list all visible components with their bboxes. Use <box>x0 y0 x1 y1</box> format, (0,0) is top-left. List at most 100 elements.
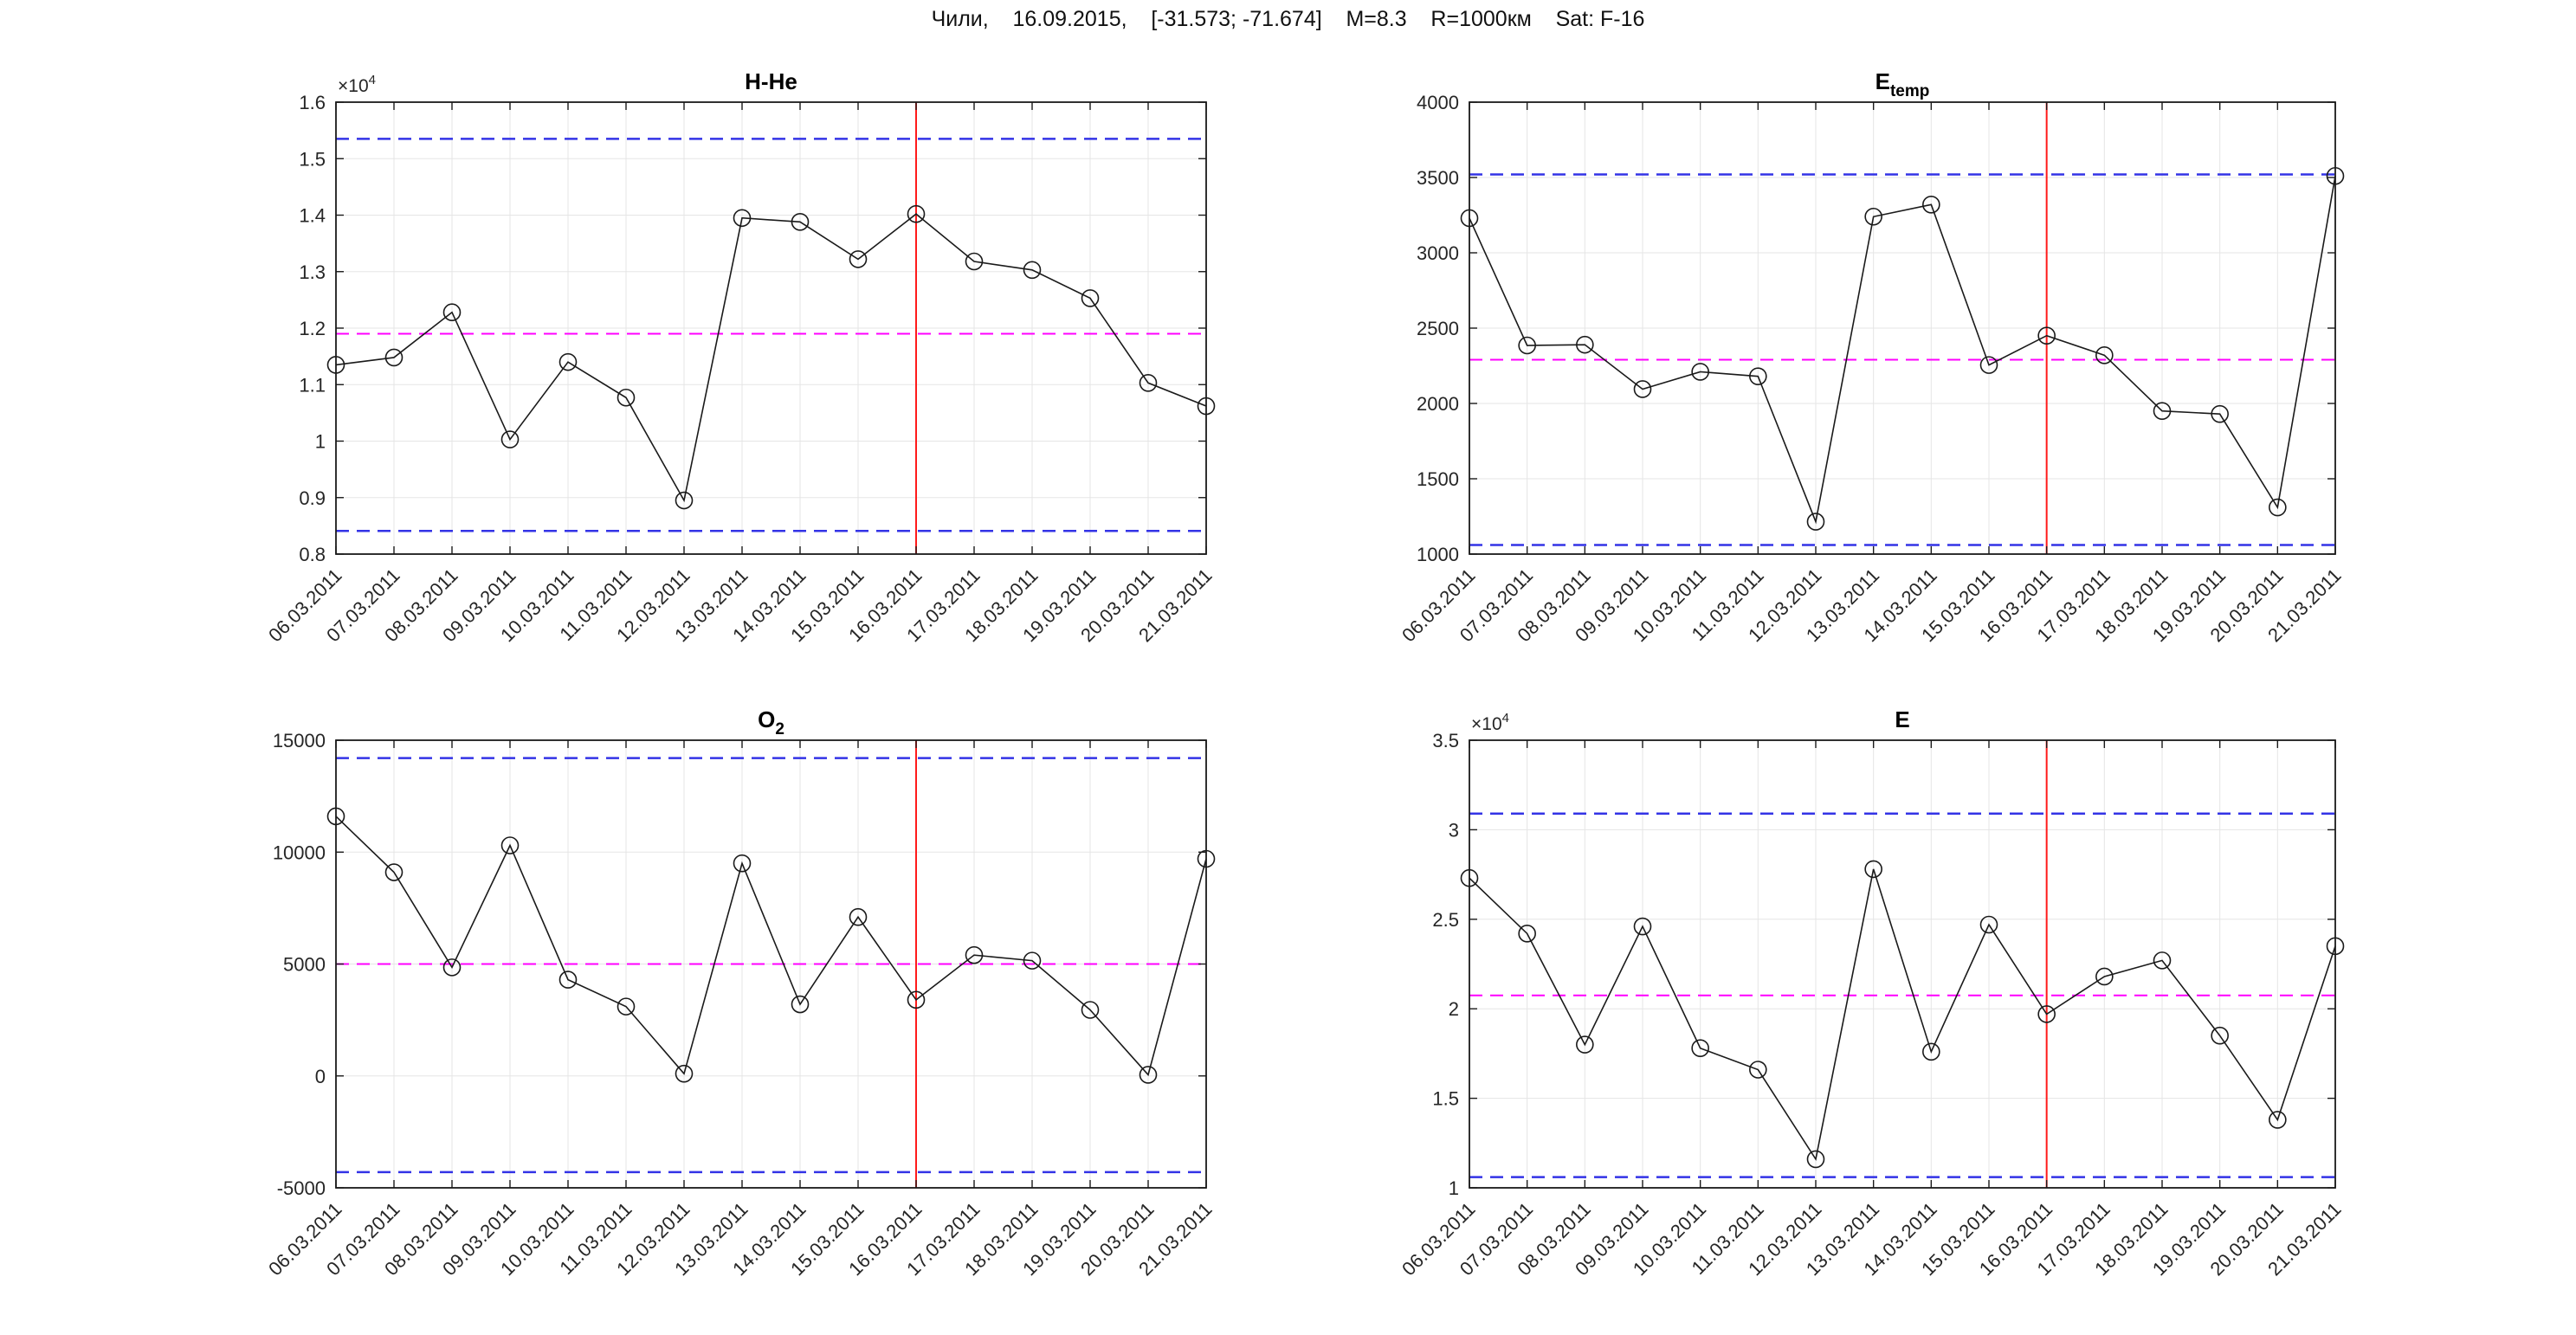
data-point-marker <box>2037 326 2056 345</box>
figure-title: Чили, 16.09.2015, [-31.573; -71.674] M=8… <box>931 7 1645 31</box>
svg-text:1.6: 1.6 <box>299 92 326 113</box>
svg-text:1.2: 1.2 <box>299 318 326 339</box>
data-point-marker <box>617 997 636 1016</box>
data-point-marker <box>1922 1042 1940 1061</box>
data-point-marker <box>907 204 926 223</box>
e-chart-svg: 1 1.5 2 2.5 3 3.5 ×104 06.03.201107.03.201108.0… <box>1398 706 2345 1280</box>
y-tick-labels: -5000 0 5000 10000 15000 <box>273 730 326 1199</box>
data-point-marker <box>791 995 810 1014</box>
data-point-marker <box>2095 346 2114 364</box>
data-point-marker <box>1081 1001 1100 1019</box>
svg-text:1000: 1000 <box>1417 544 1459 565</box>
data-point-marker <box>1633 917 1652 936</box>
data-point-marker <box>558 352 578 371</box>
data-point-marker <box>384 348 404 367</box>
data-point-marker <box>442 958 462 977</box>
data-point-marker <box>1922 196 1940 214</box>
x-tick-labels: 06.03.201107.03.201108.03.201109.03.2011… <box>264 564 1216 646</box>
svg-text:2000: 2000 <box>1417 393 1459 415</box>
data-point-marker <box>2037 1005 2056 1023</box>
svg-text:1.1: 1.1 <box>299 374 326 396</box>
svg-text:10000: 10000 <box>273 842 326 863</box>
svg-text:15000: 15000 <box>273 730 326 751</box>
subplot-e-temp: 1000 1500 2000 2500 3000 3500 4000 06.03.2011 07… <box>1374 59 2508 684</box>
chart-title: O2 <box>758 706 784 738</box>
subplot-h-he: 0.8 0.9 1 1.1 1.2 1.3 1.4 1.5 1.6 ×104 06.03.2011 0… <box>241 59 1379 684</box>
axes-box <box>1469 739 2336 1189</box>
data-series <box>326 807 1216 1084</box>
subplot-o2: -5000 0 5000 10000 15000 06.03.2011 07.03.2011… <box>241 697 1379 1318</box>
data-point-marker <box>733 854 752 873</box>
data-point-marker <box>2095 967 2114 986</box>
data-point-marker <box>1518 925 1536 943</box>
data-point-marker <box>617 388 636 407</box>
data-point-marker <box>849 250 868 268</box>
y-axis-exponent: ×104 <box>1471 711 1509 734</box>
data-point-marker <box>1518 336 1536 355</box>
svg-text:3: 3 <box>1449 819 1459 841</box>
svg-text:1.3: 1.3 <box>299 261 326 283</box>
grid-lines <box>1469 740 2335 1188</box>
x-tick-labels: 06.03.201107.03.201108.03.201109.03.2011… <box>1398 1198 2345 1280</box>
data-point-marker <box>2269 498 2287 517</box>
data-point-marker <box>500 430 520 448</box>
svg-text:1: 1 <box>1449 1177 1459 1199</box>
data-point-marker <box>384 863 404 881</box>
y-tick-labels: 0.8 0.9 1 1.1 1.2 1.3 1.4 1.5 1.6 <box>299 92 326 565</box>
data-point-marker <box>1979 356 1998 374</box>
data-point-marker <box>1023 951 1042 970</box>
e-temp-chart-svg: 1000 1500 2000 2500 3000 3500 4000 06.03.201107… <box>1398 68 2345 646</box>
y-axis-exponent: ×104 <box>338 73 376 96</box>
o2-chart-svg: -5000 0 5000 10000 15000 06.03.201107.03.2011… <box>264 706 1216 1280</box>
data-point-marker <box>1691 363 1709 381</box>
data-point-marker <box>2211 404 2229 423</box>
svg-text:1: 1 <box>315 431 326 453</box>
data-point-marker <box>2153 951 2172 970</box>
data-point-marker <box>1749 1061 1767 1079</box>
grid-lines <box>1469 102 2335 554</box>
y-tick-labels: 1000 1500 2000 2500 3000 3500 4000 <box>1417 92 1459 565</box>
chart-title: Etemp <box>1876 68 1930 100</box>
x-tick-labels: 06.03.201107.03.201108.03.201109.03.2011… <box>1398 564 2345 646</box>
svg-text:1.5: 1.5 <box>299 148 326 170</box>
grid-lines <box>336 102 1206 554</box>
data-point-marker <box>1806 513 1825 531</box>
data-point-marker <box>1023 261 1042 280</box>
svg-text:0.9: 0.9 <box>299 487 326 509</box>
svg-text:4000: 4000 <box>1417 92 1459 113</box>
data-point-marker <box>1691 1039 1709 1057</box>
data-point-marker <box>965 252 984 271</box>
data-point-marker <box>500 836 520 855</box>
tick-marks <box>1469 101 2336 555</box>
data-point-marker <box>791 213 810 231</box>
data-point-marker <box>733 209 752 228</box>
svg-text:2500: 2500 <box>1417 318 1459 339</box>
data-point-marker <box>907 990 926 1009</box>
data-point-marker <box>558 971 578 989</box>
data-point-marker <box>1576 1035 1594 1054</box>
svg-text:0.8: 0.8 <box>299 544 326 565</box>
data-point-marker <box>849 907 868 926</box>
svg-text:1.5: 1.5 <box>1432 1088 1459 1110</box>
chart-title: H-He <box>745 68 797 94</box>
chart-title: E <box>1895 706 1909 732</box>
data-point-marker <box>1864 207 1882 226</box>
svg-text:3000: 3000 <box>1417 242 1459 264</box>
h-he-chart-svg: 0.8 0.9 1 1.1 1.2 1.3 1.4 1.5 1.6 ×104 06.03.20110… <box>264 68 1216 646</box>
data-point-marker <box>1139 1066 1158 1084</box>
tick-marks <box>335 101 1207 555</box>
svg-text:3500: 3500 <box>1417 167 1459 189</box>
data-point-marker <box>1806 1150 1825 1169</box>
svg-text:3.5: 3.5 <box>1432 730 1459 751</box>
data-point-marker <box>1633 380 1652 398</box>
data-series <box>1460 860 2345 1169</box>
data-point-marker <box>965 945 984 964</box>
svg-text:2.5: 2.5 <box>1432 909 1459 931</box>
data-point-marker <box>1139 373 1158 392</box>
data-point-marker <box>675 491 694 510</box>
data-point-marker <box>1081 289 1100 307</box>
data-series <box>326 204 1216 510</box>
data-point-marker <box>675 1064 694 1083</box>
subplot-e: 1 1.5 2 2.5 3 3.5 ×104 06.03.2011 07.03.2011 08.0… <box>1374 697 2508 1318</box>
data-point-marker <box>1979 915 1998 934</box>
